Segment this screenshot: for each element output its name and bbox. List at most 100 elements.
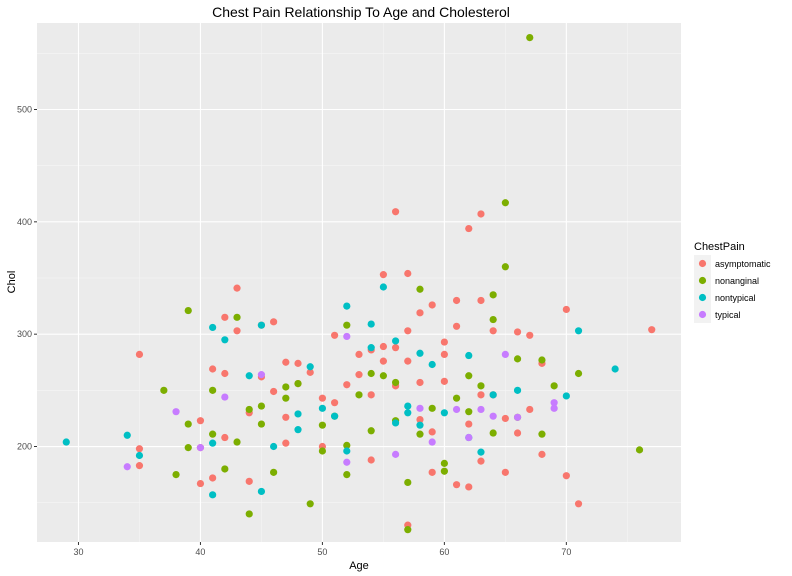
data-point-asymptomatic (379, 357, 387, 365)
data-point-nontypical (294, 426, 302, 434)
data-point-typical (513, 413, 522, 421)
data-point-nonanginal (440, 459, 448, 467)
data-point-asymptomatic (331, 399, 339, 407)
data-point-asymptomatic (270, 387, 278, 396)
data-point-typical (452, 405, 461, 414)
plot-panel (37, 23, 681, 542)
data-point-asymptomatic (221, 313, 229, 321)
data-point-nonanginal (574, 369, 583, 378)
data-point-typical (550, 404, 558, 412)
x-tick-label: 60 (439, 547, 449, 557)
data-point-nonanginal (379, 372, 387, 380)
data-point-nontypical (294, 410, 302, 418)
data-point-asymptomatic (379, 271, 387, 279)
data-point-nontypical (574, 327, 583, 335)
data-point-nontypical (331, 412, 339, 420)
data-point-nontypical (391, 337, 400, 345)
data-point-nontypical (489, 391, 497, 399)
data-point-asymptomatic (562, 472, 570, 480)
data-point-nontypical (404, 409, 412, 417)
data-point-typical (489, 412, 497, 420)
legend-label-typical: typical (715, 310, 741, 320)
data-point-typical (172, 408, 180, 416)
data-point-nonanginal (160, 386, 168, 394)
data-point-asymptomatic (440, 377, 448, 385)
data-point-nonanginal (257, 420, 266, 428)
data-point-asymptomatic (404, 269, 412, 278)
data-point-nonanginal (404, 526, 412, 534)
data-point-nonanginal (282, 394, 290, 402)
data-point-nonanginal (221, 465, 229, 473)
data-point-nontypical (343, 447, 351, 455)
data-point-asymptomatic (404, 357, 412, 365)
legend-label-nonanginal: nonanginal (715, 276, 759, 286)
data-point-asymptomatic (416, 309, 424, 317)
data-point-nontypical (123, 431, 131, 439)
data-point-nontypical (379, 283, 387, 291)
legend-marker-asymptomatic (698, 259, 707, 268)
data-point-asymptomatic (233, 327, 241, 335)
data-point-asymptomatic (477, 391, 485, 399)
legend-label-nontypical: nontypical (715, 293, 756, 303)
data-point-asymptomatic (538, 450, 546, 458)
data-point-nonanginal (404, 478, 412, 487)
x-tick-label: 30 (73, 547, 83, 557)
data-point-asymptomatic (318, 394, 327, 402)
data-point-nontypical (62, 438, 70, 446)
data-point-nonanginal (282, 383, 290, 391)
data-point-nonanginal (501, 263, 509, 271)
y-axis-title: Chol (6, 271, 18, 294)
data-point-nontypical (257, 487, 266, 496)
data-point-asymptomatic (196, 479, 205, 488)
data-point-typical (501, 350, 509, 358)
data-point-nonanginal (440, 467, 448, 475)
data-point-typical (391, 450, 400, 458)
y-tick-label: 400 (17, 217, 32, 227)
data-point-nonanginal (245, 405, 253, 414)
data-point-nontypical (367, 320, 375, 328)
data-point-asymptomatic (391, 208, 400, 216)
chart-title: Chest Pain Relationship To Age and Chole… (212, 4, 510, 20)
data-point-nonanginal (538, 430, 546, 438)
data-point-nontypical (306, 363, 314, 371)
data-point-nonanginal (257, 402, 266, 410)
data-point-nonanginal (318, 447, 327, 455)
x-tick-label: 40 (195, 547, 205, 557)
data-point-nontypical (209, 439, 217, 447)
data-point-asymptomatic (343, 381, 351, 389)
x-axis-title: Age (349, 560, 369, 572)
data-point-asymptomatic (282, 413, 290, 421)
legend-marker-typical (698, 310, 707, 319)
data-point-nontypical (367, 344, 375, 352)
data-point-nontypical (416, 349, 424, 357)
data-point-asymptomatic (221, 369, 229, 378)
data-point-nontypical (391, 419, 400, 427)
data-point-asymptomatic (477, 457, 485, 465)
data-point-asymptomatic (245, 477, 253, 485)
data-point-asymptomatic (574, 500, 583, 508)
data-point-nonanginal (452, 394, 461, 402)
y-tick-label: 300 (17, 329, 32, 339)
data-point-asymptomatic (501, 468, 509, 476)
legend: ChestPain asymptomatic nonanginal nontypic… (694, 241, 771, 323)
data-point-asymptomatic (367, 456, 375, 464)
data-point-asymptomatic (404, 327, 412, 335)
data-point-nonanginal (489, 291, 497, 299)
data-point-nontypical (428, 360, 436, 369)
data-point-nonanginal (343, 441, 351, 449)
data-point-asymptomatic (209, 365, 217, 373)
data-point-nonanginal (318, 421, 327, 429)
data-point-asymptomatic (489, 327, 497, 335)
data-point-typical (196, 444, 205, 452)
data-point-nonanginal (184, 420, 192, 428)
data-point-nonanginal (489, 429, 497, 437)
data-point-asymptomatic (648, 326, 656, 334)
data-point-typical (550, 399, 558, 407)
legend-title: ChestPain (694, 241, 745, 253)
data-point-nonanginal (294, 380, 302, 388)
data-point-nontypical (221, 336, 229, 344)
data-point-nontypical (513, 386, 522, 394)
data-point-asymptomatic (526, 331, 534, 339)
data-point-asymptomatic (306, 368, 314, 376)
